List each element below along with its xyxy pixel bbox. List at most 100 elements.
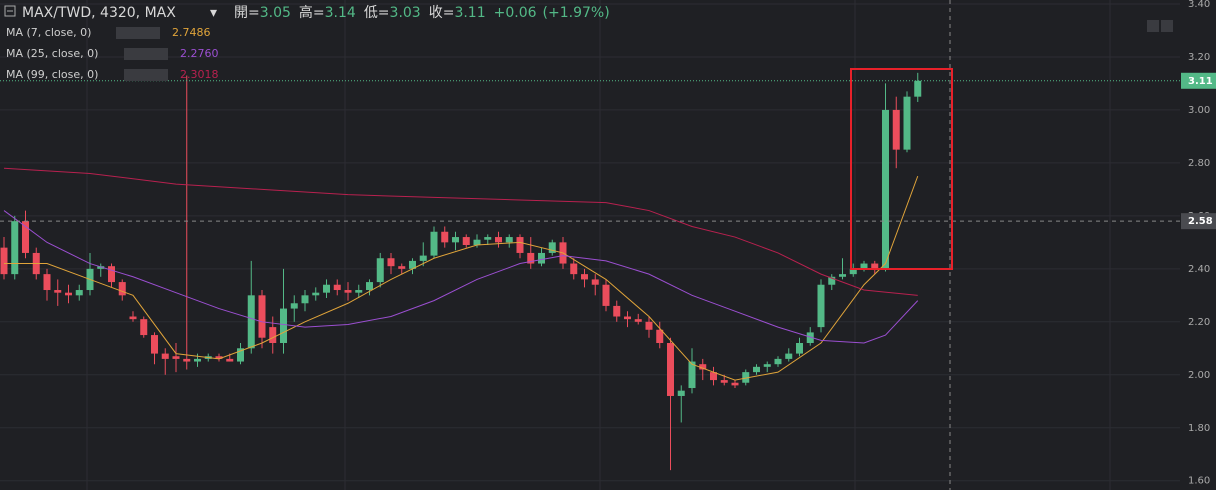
candle-body (645, 321, 653, 330)
change-pct: (+1.97%) (543, 5, 610, 21)
candle-body (462, 237, 470, 245)
candle-body (161, 353, 169, 359)
plot (0, 72, 1180, 471)
candle-body (398, 266, 406, 269)
candle-body (806, 332, 814, 343)
candle-body (172, 356, 180, 359)
candle-body (452, 237, 459, 243)
candle-body (409, 260, 416, 269)
y-tick-label: 3.00 (1188, 105, 1210, 116)
highlight-box (850, 68, 953, 270)
candle-body (333, 284, 341, 291)
candle-body (828, 276, 836, 285)
candle-body (796, 343, 803, 354)
candle-body (688, 361, 696, 389)
candle-body (570, 263, 578, 275)
candle-body (290, 303, 298, 309)
candle-body (581, 274, 588, 280)
legend-name[interactable]: MA (7, close, 0) (6, 26, 91, 39)
symbol-dropdown[interactable]: ▾ (210, 5, 217, 21)
candle-body (849, 268, 857, 275)
candle-body (22, 221, 29, 253)
candle-body (0, 247, 8, 275)
symbol[interactable]: MAX/TWD, 4320, MAX (22, 5, 176, 21)
legend-buttons[interactable] (116, 27, 160, 39)
candle-body (591, 279, 599, 285)
candle-body (548, 242, 556, 253)
candle-body (914, 80, 922, 97)
y-tick-label: 1.80 (1188, 423, 1210, 434)
legend: MA (7, close, 0) 2.7486 MA (25, close, 0) 2… (6, 26, 219, 81)
y-tick-label: 3.40 (1188, 0, 1210, 10)
collapse-icon[interactable] (4, 5, 16, 17)
candle-body (774, 358, 782, 365)
candle-body (882, 109, 889, 269)
candle-body (677, 390, 685, 396)
change: +0.06 (494, 5, 537, 21)
ma-line (3, 210, 919, 344)
low-value: 3.03 (390, 5, 421, 21)
low-label: 低= (364, 5, 390, 21)
price-axis-labels: 3.403.203.002.802.602.402.202.001.801.60… (1181, 0, 1216, 487)
candle-body (538, 252, 545, 264)
candle-body (839, 274, 846, 277)
candle-body (430, 231, 438, 256)
candle-body (817, 284, 825, 328)
candle-body (742, 372, 750, 383)
legend-buttons[interactable] (124, 48, 168, 60)
y-tick-label: 2.40 (1188, 264, 1210, 275)
candle-body (194, 358, 201, 362)
candle-body (753, 366, 760, 373)
candle-body (785, 353, 793, 359)
candle-body (903, 96, 911, 150)
legend-name[interactable]: MA (99, close, 0) (6, 68, 98, 81)
header: MAX/TWD, 4320, MAX ▾ 開=3.05 高=3.14 低=3.03 收… (4, 4, 610, 21)
candle-body (75, 290, 83, 296)
ma-line (4, 175, 919, 381)
grid (0, 0, 1180, 490)
candle-body (720, 380, 728, 383)
candle-body (129, 316, 137, 320)
candle-body (215, 356, 223, 359)
candle-body (473, 239, 481, 245)
candle-body (301, 295, 309, 304)
candle-body (710, 372, 717, 381)
candle-body (312, 292, 320, 296)
candle-body (54, 290, 62, 293)
candle-body (376, 258, 384, 283)
candle-body (871, 263, 879, 269)
candle-body (344, 290, 352, 293)
close-label: 收= (429, 5, 455, 21)
scale-button[interactable] (1161, 20, 1173, 32)
candle-body (634, 319, 642, 322)
candle-body (656, 329, 664, 343)
ohlc: 開=3.05 高=3.14 低=3.03 收=3.11 +0.06 (+1.97%) (234, 4, 610, 21)
candle-body (151, 335, 158, 354)
legend-buttons[interactable] (124, 69, 168, 81)
candle-body (484, 237, 492, 240)
candle-body (43, 274, 51, 291)
candle-body (495, 237, 502, 243)
legend-name[interactable]: MA (25, close, 0) (6, 47, 98, 60)
y-tick-label: 1.60 (1188, 476, 1210, 487)
candle-body (624, 316, 631, 320)
scale-button[interactable] (1147, 20, 1159, 32)
legend-value: 2.2760 (180, 47, 219, 60)
candle-body (11, 221, 19, 275)
candle-body (613, 305, 621, 317)
candle-body (237, 348, 244, 362)
high-label: 高= (299, 4, 325, 21)
candle-body (731, 382, 739, 386)
y-tick-label: 2.20 (1188, 317, 1210, 328)
candle-body (763, 364, 771, 367)
candle-body (516, 237, 524, 253)
candle-body (355, 290, 363, 293)
candle-body (258, 295, 266, 338)
crosshair-tag (1181, 213, 1216, 230)
candle-body (108, 266, 115, 283)
candle-body (419, 255, 427, 261)
candle-body (366, 282, 373, 291)
candle-body (602, 284, 610, 306)
candle-body (247, 295, 255, 349)
